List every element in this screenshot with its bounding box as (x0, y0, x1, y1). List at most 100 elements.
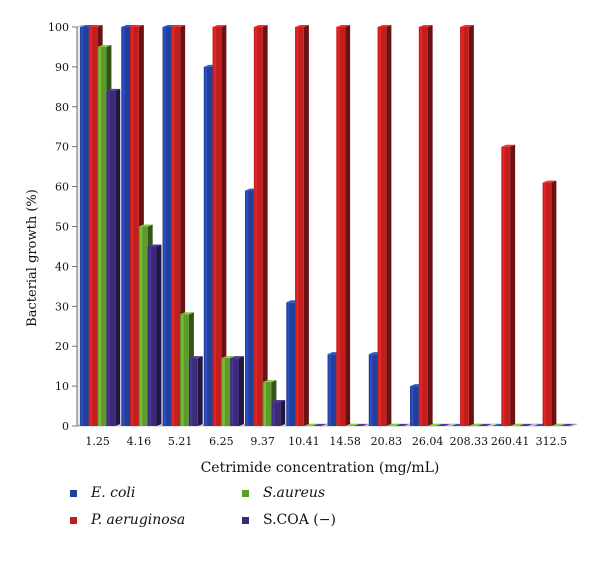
y-tick-label: 100 (48, 21, 69, 34)
y-tick-label: 20 (55, 340, 69, 353)
bar-top (212, 25, 227, 27)
bar-top (501, 144, 516, 147)
bar (418, 27, 428, 426)
bar-side (221, 25, 227, 426)
bar-top (551, 424, 566, 426)
bar (253, 27, 263, 426)
y-tick-label: 40 (55, 260, 69, 273)
y-tick-label: 30 (55, 300, 69, 313)
y-tick-label: 70 (55, 141, 69, 154)
bar-top (345, 424, 359, 426)
bar (97, 46, 107, 426)
bar-top (542, 180, 557, 183)
x-tick-label: 208.33 (450, 435, 489, 448)
legend-item-s-aureus: S.aureus (242, 485, 325, 501)
bar (460, 27, 469, 426)
bar-top (253, 25, 268, 27)
bar-top (147, 244, 162, 247)
bar-top (460, 25, 474, 27)
bar (230, 358, 239, 426)
bar-highlight (163, 27, 166, 426)
bar-side (115, 88, 121, 426)
bar-top (271, 400, 286, 403)
bar-highlight (98, 46, 102, 426)
bar (377, 27, 387, 426)
bar-highlight (172, 27, 175, 426)
bar-highlight (337, 27, 340, 426)
legend-label-s-coa: S.COA (−) (263, 512, 336, 528)
bar (336, 27, 346, 426)
x-tick-label: 9.37 (250, 435, 275, 448)
bar-highlight (461, 27, 464, 426)
bar-top (80, 25, 94, 27)
bar-top (477, 424, 492, 426)
bar-highlight (90, 27, 93, 426)
legend-swatch-s-aureus (242, 489, 249, 497)
bar-top (188, 356, 203, 359)
legend-label-p-aeruginosa: P. aeruginosa (91, 512, 186, 528)
x-tick-label: 20.83 (371, 435, 403, 448)
bar-highlight (378, 27, 381, 426)
bar-side (510, 144, 516, 426)
bar-top (377, 25, 392, 27)
bar-side (386, 25, 392, 426)
y-tick-label: 50 (55, 221, 69, 234)
bar-highlight (255, 27, 258, 426)
bar-top (171, 25, 186, 27)
bar-highlight (263, 382, 267, 426)
y-tick-label: 80 (55, 101, 69, 114)
bar (180, 314, 189, 426)
bar-top (97, 44, 112, 47)
bar (501, 146, 511, 426)
bar-side (197, 356, 203, 426)
bar-highlight (369, 354, 373, 426)
bar-side (262, 25, 268, 426)
x-tick-label: 14.58 (329, 435, 361, 448)
y-tick-label: 10 (55, 380, 69, 393)
legend-item-s-coa: S.COA (−) (242, 512, 336, 528)
bar (80, 27, 89, 426)
bar-side (156, 244, 162, 426)
bar (221, 358, 231, 426)
x-tick-label: 6.25 (209, 435, 234, 448)
legend-item-e-coli: E. coli (70, 485, 135, 501)
bar-top (336, 25, 351, 27)
bar-highlight (328, 354, 331, 426)
legend-label-s-aureus: S.aureus (263, 485, 326, 501)
legend-item-p-aeruginosa: P. aeruginosa (70, 512, 185, 528)
x-tick-label: 5.21 (168, 435, 193, 448)
bar-top (121, 25, 136, 27)
bar (138, 226, 148, 426)
bar-top (386, 424, 401, 426)
bar-top (180, 312, 194, 315)
bar-top (510, 424, 524, 426)
bar-side (303, 25, 309, 426)
x-tick-label: 10.41 (288, 435, 320, 448)
bar (106, 90, 116, 426)
bar-highlight (272, 402, 275, 426)
x-tick-label: 1.25 (85, 435, 110, 448)
chart-legend: E. coli S.aureus P. aeruginosa S.COA (−) (70, 485, 430, 545)
bar (121, 27, 131, 426)
bar-top (162, 25, 177, 27)
bar-side (238, 356, 244, 426)
bar (271, 402, 281, 426)
bar-highlight (122, 27, 125, 426)
bar-top (353, 424, 368, 426)
bar-side (345, 25, 351, 426)
bar (286, 302, 296, 426)
x-tick-label: 4.16 (127, 435, 152, 448)
bar-highlight (140, 226, 143, 426)
bar-highlight (296, 27, 299, 426)
x-tick-label: 260.41 (491, 435, 530, 448)
bar-top (312, 424, 327, 426)
bar-side (427, 25, 433, 426)
bar (410, 386, 419, 426)
y-tick-label: 0 (62, 420, 69, 433)
bar-highlight (502, 146, 505, 426)
bar (542, 182, 552, 426)
bar (212, 27, 222, 426)
bar-top (221, 356, 236, 359)
bar-top (262, 380, 277, 383)
bar (147, 246, 157, 426)
